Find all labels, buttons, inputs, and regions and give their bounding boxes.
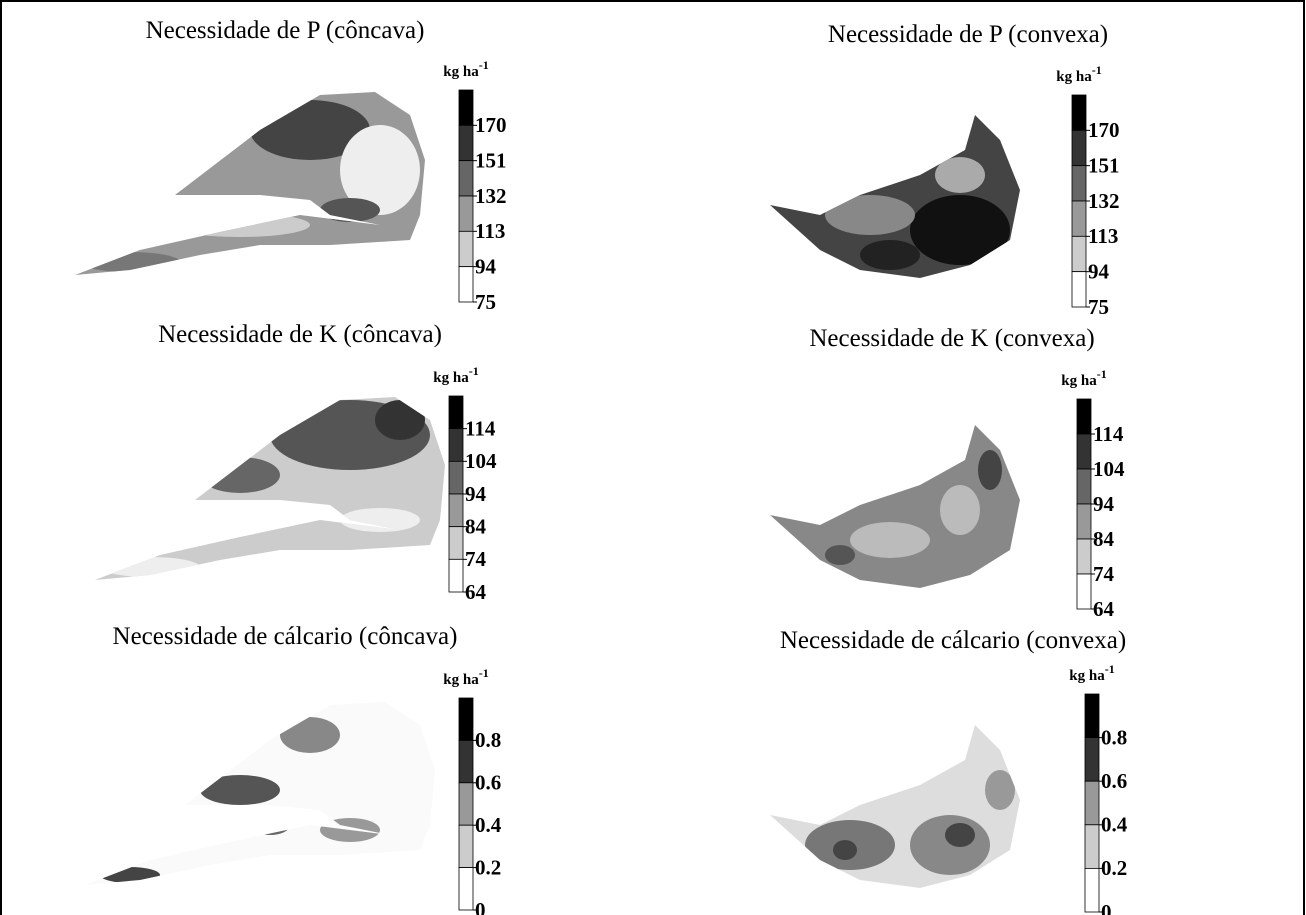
legend-tick-label: 0 xyxy=(1101,900,1112,915)
panel-title: Necessidade de K (côncava) xyxy=(158,321,442,348)
legend-box xyxy=(459,231,473,266)
unit-text: kg ha xyxy=(443,64,479,80)
legend-tick-label: 0.2 xyxy=(475,855,501,879)
legend-box xyxy=(1072,236,1086,271)
legend-box xyxy=(1072,95,1086,130)
legend-unit: kg ha-1 xyxy=(1069,662,1114,684)
legend-box xyxy=(459,783,473,825)
map-lime-convex xyxy=(760,710,1030,900)
legend-box xyxy=(1077,399,1091,434)
legend-box xyxy=(459,196,473,231)
legend-box xyxy=(459,698,473,740)
unit-text: kg ha xyxy=(443,672,479,688)
legend-box xyxy=(449,429,463,462)
legend-tick-label: 64 xyxy=(465,580,487,604)
unit-text: kg ha xyxy=(433,370,469,386)
figure: Necessidade de P (côncava)kg ha-11701511… xyxy=(0,0,1306,915)
panel-title: Necessidade de cálcario (côncava) xyxy=(113,623,458,650)
panel-title: Necessidade de cálcario (convexa) xyxy=(780,627,1126,654)
legend-tick-label: 151 xyxy=(1088,153,1120,177)
legend-tick-label: 170 xyxy=(1088,118,1120,142)
legend-tick-label: 74 xyxy=(465,547,487,571)
legend-tick-label: 0.8 xyxy=(1101,725,1127,749)
map-lime-concave xyxy=(70,690,450,890)
legend-box xyxy=(459,90,473,125)
unit-exponent: -1 xyxy=(469,364,479,378)
legend-box xyxy=(459,125,473,160)
map-k-convex xyxy=(760,410,1030,600)
legend-box xyxy=(1072,272,1086,307)
legend-tick-label: 75 xyxy=(1088,295,1109,319)
legend-box xyxy=(1085,868,1099,912)
legend-unit: kg ha-1 xyxy=(443,58,488,80)
legend-box xyxy=(1085,694,1099,738)
legend-tick-label: 64 xyxy=(1093,597,1115,621)
legend-tick-label: 0.8 xyxy=(475,728,501,752)
map-p-convex xyxy=(760,100,1030,290)
legend-box xyxy=(1077,469,1091,504)
legend-tick-label: 151 xyxy=(475,148,507,172)
map-k-concave xyxy=(80,385,460,585)
legend-tick-label: 0.4 xyxy=(475,813,502,837)
panel-title: Necessidade de P (convexa) xyxy=(828,21,1108,48)
unit-text: kg ha xyxy=(1056,69,1092,85)
legend-tick-label: 113 xyxy=(1088,224,1118,248)
legend-unit: kg ha-1 xyxy=(443,666,488,688)
legend-tick-label: 114 xyxy=(1093,422,1124,446)
legend-tick-label: 94 xyxy=(1088,259,1110,283)
unit-exponent: -1 xyxy=(479,666,489,680)
legend-tick-label: 0.2 xyxy=(1101,856,1127,880)
legend-box xyxy=(1077,574,1091,609)
legend-box xyxy=(1085,825,1099,869)
legend-box xyxy=(449,494,463,527)
legend-box xyxy=(1077,434,1091,469)
unit-exponent: -1 xyxy=(1097,367,1107,381)
legend-tick-label: 104 xyxy=(1093,457,1125,481)
legend-tick-label: 0.6 xyxy=(475,771,501,795)
legend-tick-label: 114 xyxy=(465,416,496,440)
legend-box xyxy=(449,461,463,494)
legend-box xyxy=(1085,738,1099,782)
legend-tick-label: 84 xyxy=(465,514,487,538)
legend-tick-label: 0.6 xyxy=(1101,769,1127,793)
legend-box xyxy=(459,868,473,910)
legend-box xyxy=(1077,504,1091,539)
legend-box xyxy=(449,527,463,560)
legend-box xyxy=(1072,166,1086,201)
legend-tick-label: 104 xyxy=(465,449,497,473)
legend-unit: kg ha-1 xyxy=(1061,367,1106,389)
legend-box xyxy=(459,740,473,782)
legend-box xyxy=(1077,539,1091,574)
legend-tick-label: 170 xyxy=(475,113,507,137)
legend-box xyxy=(459,825,473,867)
legend-box xyxy=(449,559,463,592)
panel-title: Necessidade de P (côncava) xyxy=(146,17,425,44)
legend-box xyxy=(459,267,473,302)
legend-box xyxy=(1085,781,1099,825)
unit-exponent: -1 xyxy=(479,58,489,72)
legend-tick-label: 132 xyxy=(475,184,507,208)
legend-tick-label: 0.4 xyxy=(1101,813,1128,837)
panel-title: Necessidade de K (convexa) xyxy=(809,325,1094,352)
unit-text: kg ha xyxy=(1069,668,1105,684)
legend-tick-label: 74 xyxy=(1093,562,1115,586)
legend-tick-label: 75 xyxy=(475,290,496,314)
legend-box xyxy=(459,161,473,196)
unit-exponent: -1 xyxy=(1105,662,1115,676)
legend-tick-label: 84 xyxy=(1093,527,1115,551)
legend-tick-label: 94 xyxy=(465,482,487,506)
legend-unit: kg ha-1 xyxy=(433,364,478,386)
legend-box xyxy=(1072,130,1086,165)
legend-tick-label: 94 xyxy=(475,254,497,278)
legend-tick-label: 132 xyxy=(1088,189,1120,213)
legend-tick-label: 94 xyxy=(1093,492,1115,516)
legend-box xyxy=(449,396,463,429)
map-p-concave xyxy=(60,80,440,280)
legend-unit: kg ha-1 xyxy=(1056,63,1101,85)
legend-tick-label: 113 xyxy=(475,219,505,243)
unit-exponent: -1 xyxy=(1092,63,1102,77)
unit-text: kg ha xyxy=(1061,373,1097,389)
legend-box xyxy=(1072,201,1086,236)
legend-tick-label: 0 xyxy=(475,898,486,915)
